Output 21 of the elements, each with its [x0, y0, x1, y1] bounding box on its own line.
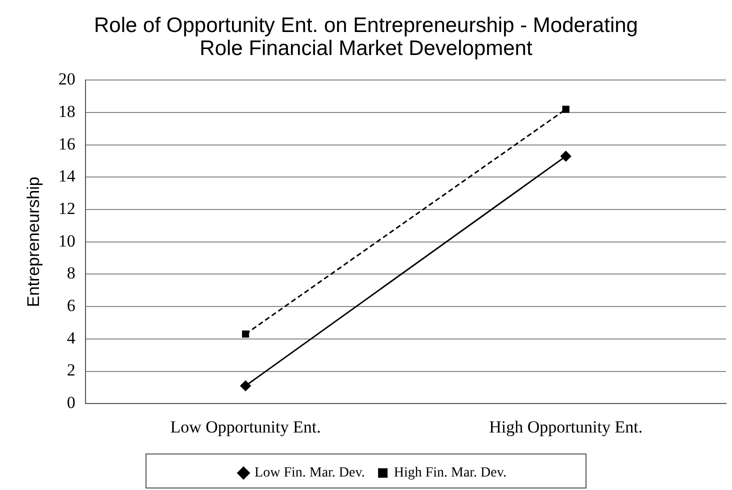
point: [562, 106, 570, 114]
point: [240, 380, 251, 392]
y-tick-label: 18: [58, 102, 76, 122]
y-tick-label: 4: [66, 328, 76, 348]
y-axis-title: Entrepreneurship: [24, 176, 43, 308]
y-tick-label: 0: [66, 393, 76, 412]
y-tick-label: 8: [66, 264, 76, 283]
chart-title: Role of Opportunity Ent. on Entrepreneurship - Moderating Role Financial Market Development: [93, 13, 639, 60]
x-tick-label: High Opportunity Ent.: [489, 417, 643, 436]
legend-label: Low Fin. Mar. Dev.: [254, 466, 365, 481]
y-tick-label: 10: [58, 232, 76, 251]
legend-label: High Fin. Mar. Dev.: [394, 466, 506, 481]
point: [242, 330, 250, 338]
y-tick-label: 6: [66, 296, 76, 316]
point: [560, 151, 572, 162]
x-tick-label: Low Opportunity Ent.: [170, 417, 321, 436]
y-tick-label: 14: [58, 166, 76, 186]
y-tick-label: 12: [58, 199, 76, 218]
y-tick-label: 16: [58, 134, 76, 154]
y-tick-label: 2: [66, 360, 76, 380]
y-tick-label: 20: [58, 70, 76, 89]
